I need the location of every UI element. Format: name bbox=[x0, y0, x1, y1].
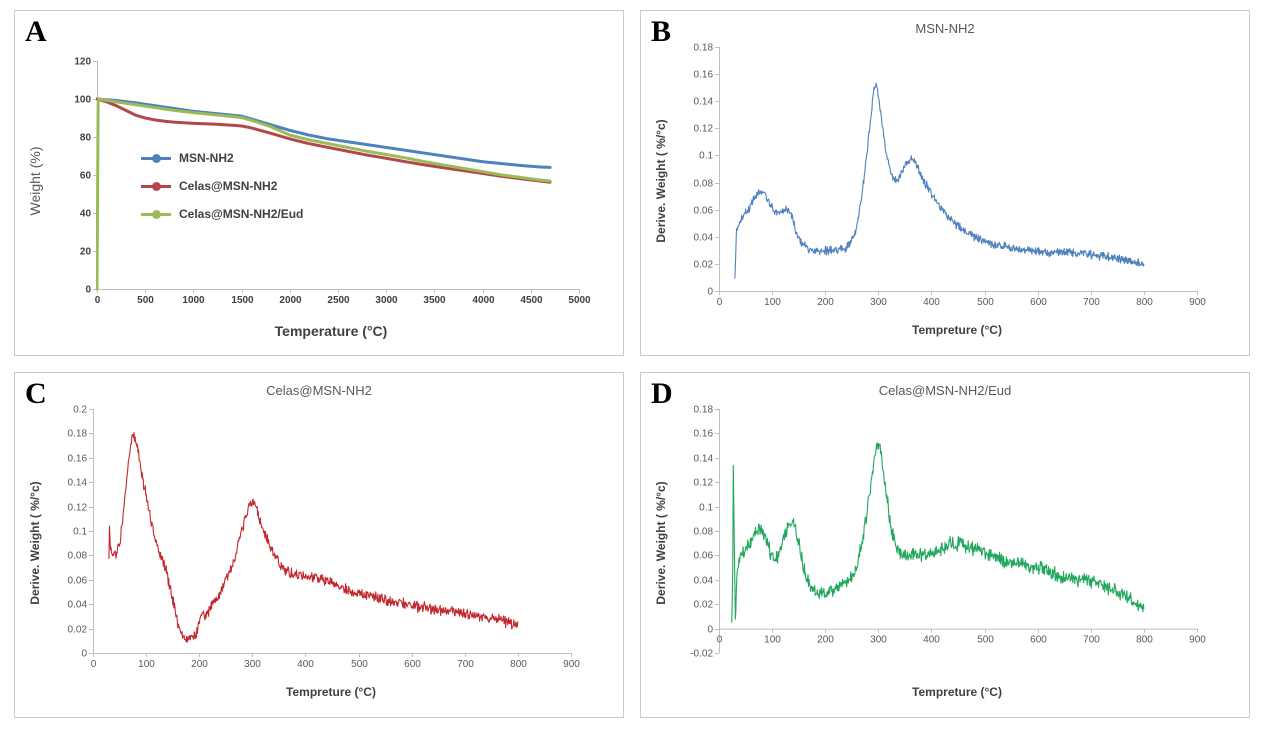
panel-b: B MSN-NH2 Derive. Weight ( %/°c) Tempret… bbox=[640, 10, 1250, 356]
panel-letter-a: A bbox=[25, 15, 47, 48]
legend-item: Celas@MSN-NH2/Eud bbox=[141, 207, 303, 221]
x-axis-label-d: Tempreture (°C) bbox=[912, 685, 1002, 699]
panel-a: A Weight (%) MSN-NH2 Celas@MSN-NH2 Celas… bbox=[14, 10, 624, 356]
chart-area-a: Weight (%) MSN-NH2 Celas@MSN-NH2 Celas@M… bbox=[23, 39, 615, 323]
panel-letter-b: B bbox=[651, 15, 672, 48]
panel-letter-c: C bbox=[25, 377, 47, 410]
chart-title-b: MSN-NH2 bbox=[915, 21, 975, 36]
legend-item-label: Celas@MSN-NH2 bbox=[179, 179, 278, 193]
panel-letter-d: D bbox=[651, 377, 673, 410]
chart-title-a bbox=[23, 19, 615, 39]
legend-marker bbox=[141, 153, 171, 163]
panel-d: D Celas@MSN-NH2/Eud Derive. Weight ( %/°… bbox=[640, 372, 1250, 718]
y-axis-label-d: Derive. Weight ( %/°c) bbox=[654, 481, 668, 605]
legend-item: MSN-NH2 bbox=[141, 151, 303, 165]
legend-marker bbox=[141, 209, 171, 219]
legend-item-label: Celas@MSN-NH2/Eud bbox=[179, 207, 304, 221]
chart-area-b: Derive. Weight ( %/°c) bbox=[649, 39, 1241, 323]
chart-canvas-d bbox=[673, 401, 1233, 681]
y-axis-label-b: Derive. Weight ( %/°c) bbox=[654, 119, 668, 243]
y-axis-label-c: Derive. Weight ( %/°c) bbox=[28, 481, 42, 605]
x-axis-label-a: Temperature (°C) bbox=[274, 323, 388, 339]
y-axis-label-a: Weight (%) bbox=[27, 146, 43, 216]
chart-canvas-c bbox=[47, 401, 607, 681]
legend-marker bbox=[141, 181, 171, 191]
chart-title-d: Celas@MSN-NH2/Eud bbox=[878, 383, 1012, 398]
x-axis-label-b: Tempreture (°C) bbox=[912, 323, 1002, 337]
legend-item-label: MSN-NH2 bbox=[179, 151, 234, 165]
chart-canvas-b bbox=[673, 39, 1233, 319]
chart-title-c: Celas@MSN-NH2 bbox=[266, 383, 372, 398]
chart-canvas-a bbox=[47, 39, 607, 319]
panel-c: C Celas@MSN-NH2 Derive. Weight ( %/°c) T… bbox=[14, 372, 624, 718]
chart-area-c: Derive. Weight ( %/°c) bbox=[23, 401, 615, 685]
chart-area-d: Derive. Weight ( %/°c) bbox=[649, 401, 1241, 685]
legend-item: Celas@MSN-NH2 bbox=[141, 179, 303, 193]
legend: MSN-NH2 Celas@MSN-NH2 Celas@MSN-NH2/Eud bbox=[141, 151, 303, 235]
x-axis-label-c: Tempreture (°C) bbox=[286, 685, 376, 699]
